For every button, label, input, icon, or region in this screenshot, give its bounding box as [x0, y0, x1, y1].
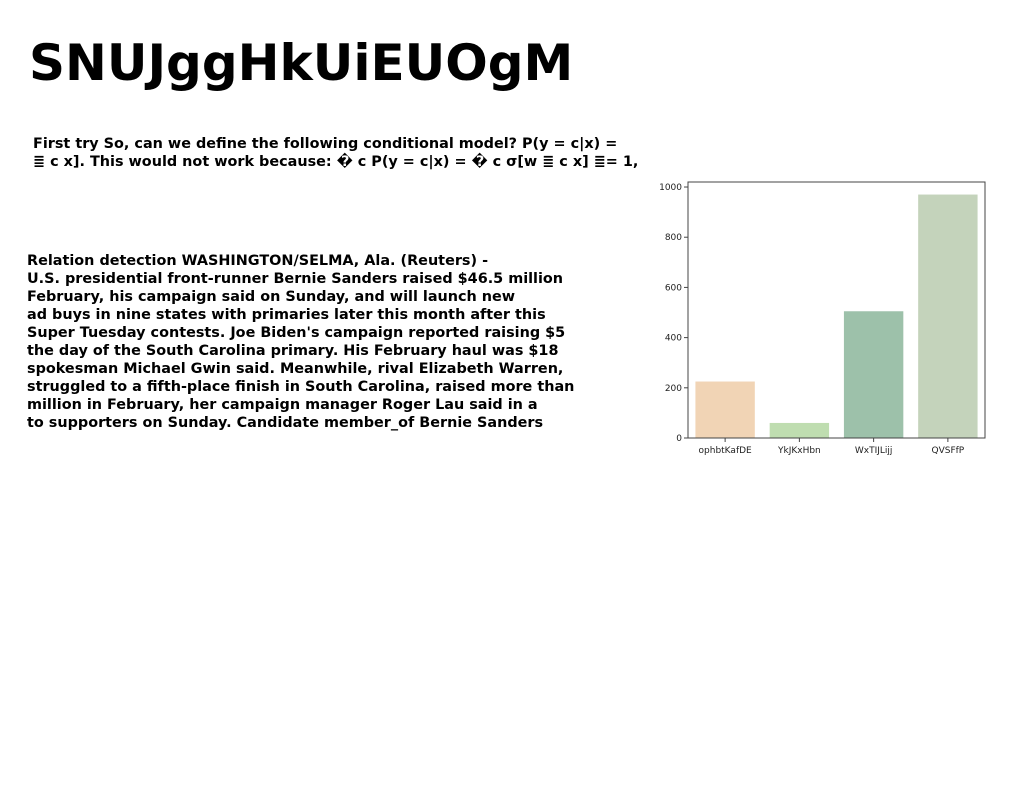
- paragraph-line: the day of the South Carolina primary. H…: [27, 343, 559, 359]
- y-tick-label: 1000: [659, 183, 682, 193]
- document-title: SNUJggHkUiEUOgM: [29, 34, 574, 92]
- x-tick-label: QVSFfP: [932, 446, 965, 456]
- x-tick-label: ophbtKafDE: [699, 446, 753, 456]
- bar-WxTIJLijj: [843, 311, 904, 438]
- paragraph-line: spokesman Michael Gwin said. Meanwhile, …: [27, 361, 564, 377]
- bar-chart: 0 200 400 600 800 1000 ophbtKafDE YkJKxHbn WxTIJ…: [659, 181, 986, 456]
- paragraph-line: February, his campaign said on Sunday, a…: [27, 289, 516, 305]
- bar-QVSFfP: [918, 194, 978, 438]
- x-tick-label: YkJKxHbn: [777, 446, 821, 456]
- y-tick-label: 800: [665, 233, 682, 243]
- paragraph-line: to supporters on Sunday. Candidate membe…: [27, 415, 544, 431]
- paragraph-line: U.S. presidential front-runner Bernie Sa…: [27, 271, 564, 287]
- x-tick-label: WxTIJLijj: [855, 446, 893, 456]
- plot-frame: [687, 181, 986, 439]
- y-tick-label: 600: [665, 283, 682, 293]
- paragraph-line: ad buys in nine states with primaries la…: [27, 307, 546, 323]
- y-tick-label: 0: [676, 434, 682, 444]
- y-tick-label: 400: [665, 334, 682, 344]
- paragraph-conditional-model: First try So, can we define the followin…: [33, 135, 638, 171]
- paragraph-line: Super Tuesday contests. Joe Biden's camp…: [27, 325, 566, 341]
- paragraph-line: First try So, can we define the followin…: [33, 136, 618, 152]
- y-tick-label: 200: [665, 384, 682, 394]
- bar-YkJKxHbn: [769, 422, 830, 438]
- paragraph-line: ≣ c x]. This would not work because: � c…: [33, 154, 639, 170]
- paragraph-line: million in February, her campaign manage…: [27, 397, 538, 413]
- bar-ophbtKafDE: [695, 381, 755, 438]
- paragraph-line: struggled to a fifth-place finish in Sou…: [27, 379, 575, 395]
- paragraph-relation-detection: Relation detection WASHINGTON/SELMA, Ala…: [27, 252, 574, 432]
- paragraph-line: Relation detection WASHINGTON/SELMA, Ala…: [27, 253, 489, 269]
